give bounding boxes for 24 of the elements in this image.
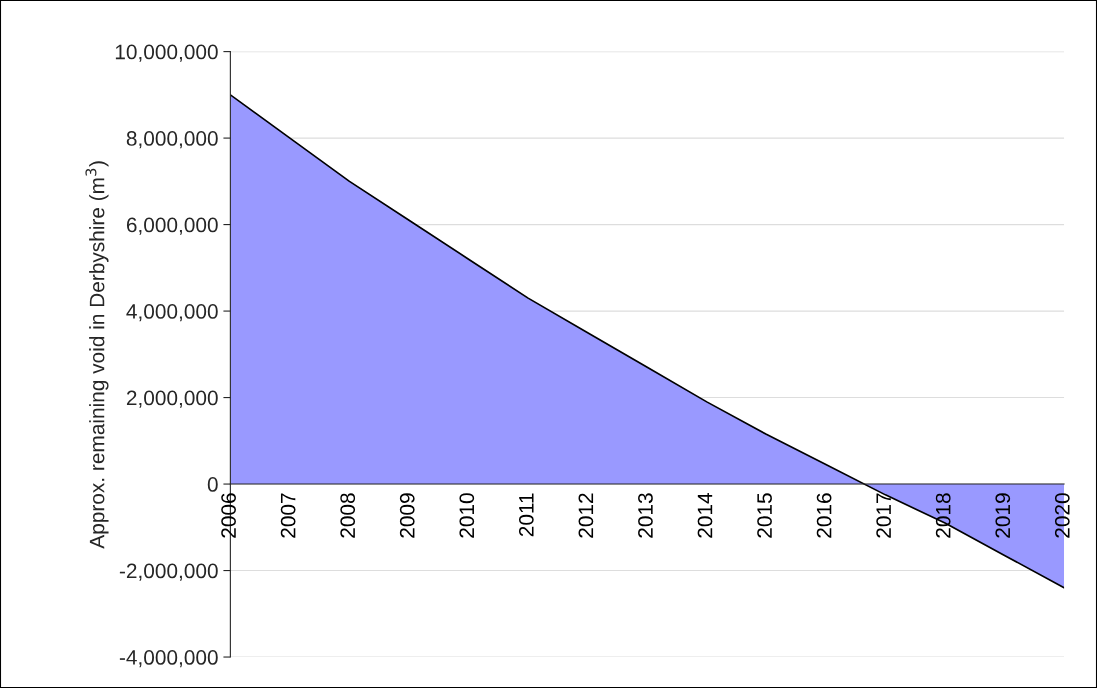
x-tick-label: 2014	[697, 493, 713, 538]
y-tick-label: 8,000,000	[126, 131, 218, 149]
x-tick-label: 2011	[518, 493, 534, 537]
y-tick-label: 6,000,000	[126, 217, 218, 235]
x-tick-label: 2017	[876, 493, 892, 538]
y-tick-label: -4,000,000	[119, 650, 218, 668]
x-tick-label: 2016	[816, 493, 832, 538]
x-tick-label: 2008	[340, 493, 356, 538]
y-tick-label: 2,000,000	[126, 390, 218, 408]
x-tick-label: 2007	[280, 493, 296, 538]
x-tick-label: 2012	[578, 493, 594, 538]
x-tick-label: 2006	[221, 493, 236, 538]
y-tick-label: -2,000,000	[119, 563, 218, 581]
y-tick-label: 4,000,000	[126, 304, 218, 322]
y-axis-title: Approx. remaining void in Derbyshire (m$^{3}$)	[85, 161, 109, 549]
x-tick-label: 2013	[638, 493, 653, 538]
y-tick-label: 0	[207, 477, 218, 492]
x-tick-label: 2009	[399, 493, 415, 538]
x-tick-label: 2020	[1054, 493, 1070, 538]
x-tick-label: 2010	[459, 493, 475, 538]
x-tick-label: 2018	[935, 493, 951, 538]
y-tick-label: 10,000,000	[115, 44, 218, 62]
x-tick-label: 2015	[757, 493, 772, 538]
x-tick-label: 2019	[995, 493, 1011, 538]
